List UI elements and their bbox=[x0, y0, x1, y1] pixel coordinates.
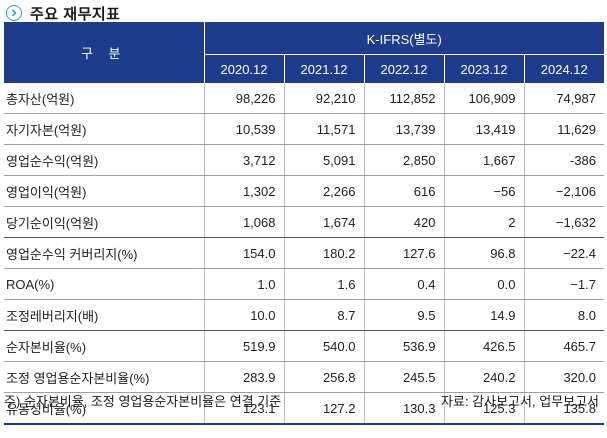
cell-value: 245.5 bbox=[364, 361, 445, 393]
row-label: 영업순수익(억원) bbox=[4, 144, 205, 176]
cell-value: 536.9 bbox=[364, 330, 445, 362]
header-standard: K-IFRS(별도) bbox=[204, 22, 604, 55]
cell-value: 8.7 bbox=[284, 299, 365, 331]
row-label: 총자산(억원) bbox=[4, 83, 205, 114]
cell-value: 10,539 bbox=[204, 113, 285, 145]
cell-value: 5,091 bbox=[284, 144, 365, 176]
cell-value: 0.0 bbox=[444, 268, 525, 300]
cell-value: 127.6 bbox=[364, 237, 445, 269]
cell-value: 1,674 bbox=[284, 206, 365, 238]
cell-value: 154.0 bbox=[204, 237, 285, 269]
cell-value: −1.7 bbox=[524, 268, 604, 300]
cell-value: 123.1 bbox=[204, 392, 285, 425]
cell-value: 135.8 bbox=[524, 392, 604, 425]
cell-value: 9.5 bbox=[364, 299, 445, 331]
row-label: 순자본비율(%) bbox=[4, 330, 205, 362]
cell-value: 519.9 bbox=[204, 330, 285, 362]
cell-value: 420 bbox=[364, 206, 445, 238]
table-row: 순자본비율(%) 519.9 540.0 536.9 426.5 465.7 bbox=[4, 330, 604, 362]
cell-value: 465.7 bbox=[524, 330, 604, 362]
source-note: 자료: 감사보고서, 업무보고서 bbox=[441, 394, 599, 409]
row-label: 자기자본(억원) bbox=[4, 113, 205, 145]
table-row: 조정 영업용순자본비율(%) 283.9 256.8 245.5 240.2 320.0 bbox=[4, 361, 604, 393]
table-row: 영업순수익 커버리지(%) 154.0 180.2 127.6 96.8 −22.4 bbox=[4, 237, 604, 269]
page-title: 주요 재무지표 bbox=[30, 5, 121, 23]
table-row: 총자산(억원) 98,226 92,210 112,852 106,909 74,987 bbox=[4, 83, 604, 114]
cell-value: −22.4 bbox=[524, 237, 604, 269]
cell-value: -386 bbox=[524, 144, 604, 176]
header-year: 2023.12 bbox=[444, 54, 525, 83]
table-row: 당기순이익(억원) 1,068 1,674 420 2 −1,632 bbox=[4, 206, 604, 238]
table-row: 조정레버리지(배) 10.0 8.7 9.5 14.9 8.0 bbox=[4, 299, 604, 331]
header-gubun: 구 분 bbox=[4, 22, 205, 83]
cell-value: 127.2 bbox=[284, 392, 365, 425]
cell-value: 130.3 bbox=[364, 392, 445, 425]
cell-value: 540.0 bbox=[284, 330, 365, 362]
cell-value: 96.8 bbox=[444, 237, 525, 269]
cell-value: 240.2 bbox=[444, 361, 525, 393]
row-label: 당기순이익(억원) bbox=[4, 206, 205, 238]
cell-value: 180.2 bbox=[284, 237, 365, 269]
table-row: 영업이익(억원) 1,302 2,266 616 −56 −2,106 bbox=[4, 175, 604, 207]
table-row: ROA(%) 1.0 1.6 0.4 0.0 −1.7 bbox=[4, 268, 604, 300]
header-year: 2024.12 bbox=[524, 54, 604, 83]
cell-value: 125.3 bbox=[444, 392, 525, 425]
cell-value: 11,571 bbox=[284, 113, 365, 145]
cell-value: 10.0 bbox=[204, 299, 285, 331]
cell-value: 112,852 bbox=[364, 83, 445, 114]
cell-value: 14.9 bbox=[444, 299, 525, 331]
cell-value: 320.0 bbox=[524, 361, 604, 393]
cell-value: 11,629 bbox=[524, 113, 604, 145]
header-year: 2022.12 bbox=[364, 54, 445, 83]
header-year: 2020.12 bbox=[204, 54, 285, 83]
cell-value: 1.0 bbox=[204, 268, 285, 300]
cell-value: 2 bbox=[444, 206, 525, 238]
cell-value: 1,667 bbox=[444, 144, 525, 176]
section-title: 주요 재무지표 bbox=[6, 2, 120, 24]
financial-table: 구 분 K-IFRS(별도) 2020.12 2021.12 2022.12 2023… bbox=[4, 22, 604, 425]
table-row: 자기자본(억원) 10,539 11,571 13,739 13,419 11,629 bbox=[4, 113, 604, 145]
cell-value: 2,850 bbox=[364, 144, 445, 176]
table-row: 유동성비율(%) 123.1 127.2 130.3 125.3 135.8 bbox=[4, 392, 604, 425]
cell-value: 0.4 bbox=[364, 268, 445, 300]
cell-value: 1,068 bbox=[204, 206, 285, 238]
cell-value: −2,106 bbox=[524, 175, 604, 207]
cell-value: 1.6 bbox=[284, 268, 365, 300]
row-label: 조정레버리지(배) bbox=[4, 299, 205, 331]
table-row: 영업순수익(억원) 3,712 5,091 2,850 1,667 -386 bbox=[4, 144, 604, 176]
cell-value: 283.9 bbox=[204, 361, 285, 393]
cell-value: 426.5 bbox=[444, 330, 525, 362]
header-year: 2021.12 bbox=[284, 54, 365, 83]
cell-value: 1,302 bbox=[204, 175, 285, 207]
cell-value: 106,909 bbox=[444, 83, 525, 114]
row-label: 영업순수익 커버리지(%) bbox=[4, 237, 205, 269]
cell-value: 2,266 bbox=[284, 175, 365, 207]
row-label: 유동성비율(%) bbox=[4, 392, 205, 425]
cell-value: 92,210 bbox=[284, 83, 365, 114]
row-label: 영업이익(억원) bbox=[4, 175, 205, 207]
row-label: ROA(%) bbox=[4, 268, 205, 300]
cell-value: 13,739 bbox=[364, 113, 445, 145]
cell-value: 3,712 bbox=[204, 144, 285, 176]
cell-value: 98,226 bbox=[204, 83, 285, 114]
cell-value: −1,632 bbox=[524, 206, 604, 238]
cell-value: 74,987 bbox=[524, 83, 604, 114]
cell-value: 616 bbox=[364, 175, 445, 207]
row-label: 조정 영업용순자본비율(%) bbox=[4, 361, 205, 393]
chevron-right-icon bbox=[6, 5, 22, 21]
cell-value: 8.0 bbox=[524, 299, 604, 331]
cell-value: 256.8 bbox=[284, 361, 365, 393]
cell-value: −56 bbox=[444, 175, 525, 207]
cell-value: 13,419 bbox=[444, 113, 525, 145]
footnote: 주) 순자본비율, 조정 영업용순자본비율은 연결 기준 bbox=[4, 394, 282, 409]
